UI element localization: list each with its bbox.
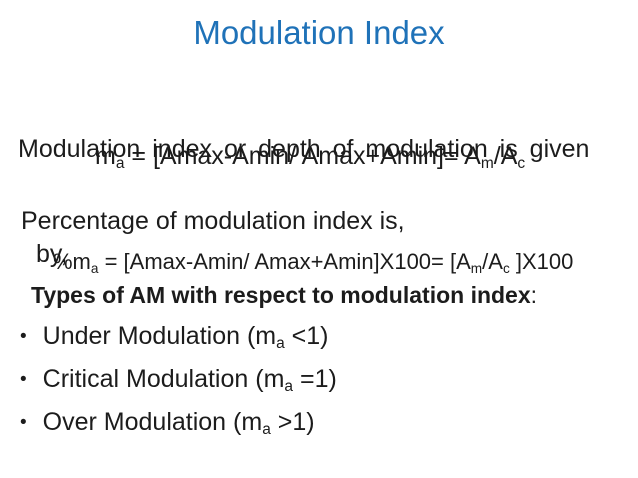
bullet-text: Over Modulation (ma >1) <box>42 408 315 439</box>
list-item-over-modulation: • Over Modulation (ma >1) <box>20 408 337 438</box>
list-item-under-modulation: • Under Modulation (ma <1) <box>20 322 337 352</box>
formula2-sub-a: a <box>90 260 99 276</box>
formula2-tail: ]X100 <box>509 249 574 274</box>
list-item-critical-modulation: • Critical Modulation (ma =1) <box>20 365 337 395</box>
bullet-text-post: =1) <box>293 365 337 393</box>
bullet-text-pre: Under Modulation (m <box>42 322 277 350</box>
bullet-text-pre: Critical Modulation (m <box>42 365 285 393</box>
formula2-over: /A <box>482 249 503 274</box>
formula1-sub-m: m <box>480 155 494 173</box>
bullet-icon: • <box>20 369 27 390</box>
types-heading: Types of AM with respect to modulation i… <box>31 281 537 309</box>
bullet-sub: a <box>284 378 294 396</box>
modulation-index-formula: ma = [Amax-Amin/ Amax+Amin]= Am/Ac <box>95 141 526 173</box>
bullet-sub: a <box>262 421 271 439</box>
bullet-text: Critical Modulation (ma =1) <box>42 365 337 396</box>
types-heading-colon: : <box>530 282 538 308</box>
intro-paragraph: Modulation index or depth of modulation … <box>18 62 620 342</box>
bullet-text-pre: Over Modulation (m <box>42 408 263 436</box>
bullet-icon: • <box>20 412 27 433</box>
formula1-sub-a: a <box>115 155 125 173</box>
formula1-body: = [Amax-Amin/ Amax+Amin]= A <box>124 142 481 170</box>
formula1-over: /A <box>493 142 518 170</box>
bullet-text: Under Modulation (ma <1) <box>42 322 329 353</box>
page-title: Modulation Index <box>193 14 445 51</box>
formula2-sub-c: c <box>502 260 510 276</box>
formula1-sub-c: c <box>517 155 526 173</box>
bullet-text-post: <1) <box>284 322 329 350</box>
percentage-modulation-formula: %ma = [Amax-Amin/ Amax+Amin]X100= [Am/Ac… <box>53 249 573 275</box>
formula2-sub-m: m <box>470 260 483 276</box>
intro-line-2: by, <box>36 240 68 268</box>
bullet-icon: • <box>20 326 27 347</box>
bullet-text-post: >1) <box>270 408 315 436</box>
percentage-label: Percentage of modulation index is, <box>21 207 405 235</box>
types-heading-text: Types of AM with respect to modulation i… <box>31 282 531 308</box>
modulation-types-list: • Under Modulation (ma <1) • Critical Modu… <box>20 322 337 451</box>
intro-line-1: Modulation index or depth of modulation … <box>18 135 590 163</box>
formula2-body: = [Amax-Amin/ Amax+Amin]X100= [A <box>98 249 471 274</box>
formula1-base: m <box>95 142 116 170</box>
bullet-sub: a <box>276 335 285 353</box>
formula2-base: %m <box>53 249 91 274</box>
